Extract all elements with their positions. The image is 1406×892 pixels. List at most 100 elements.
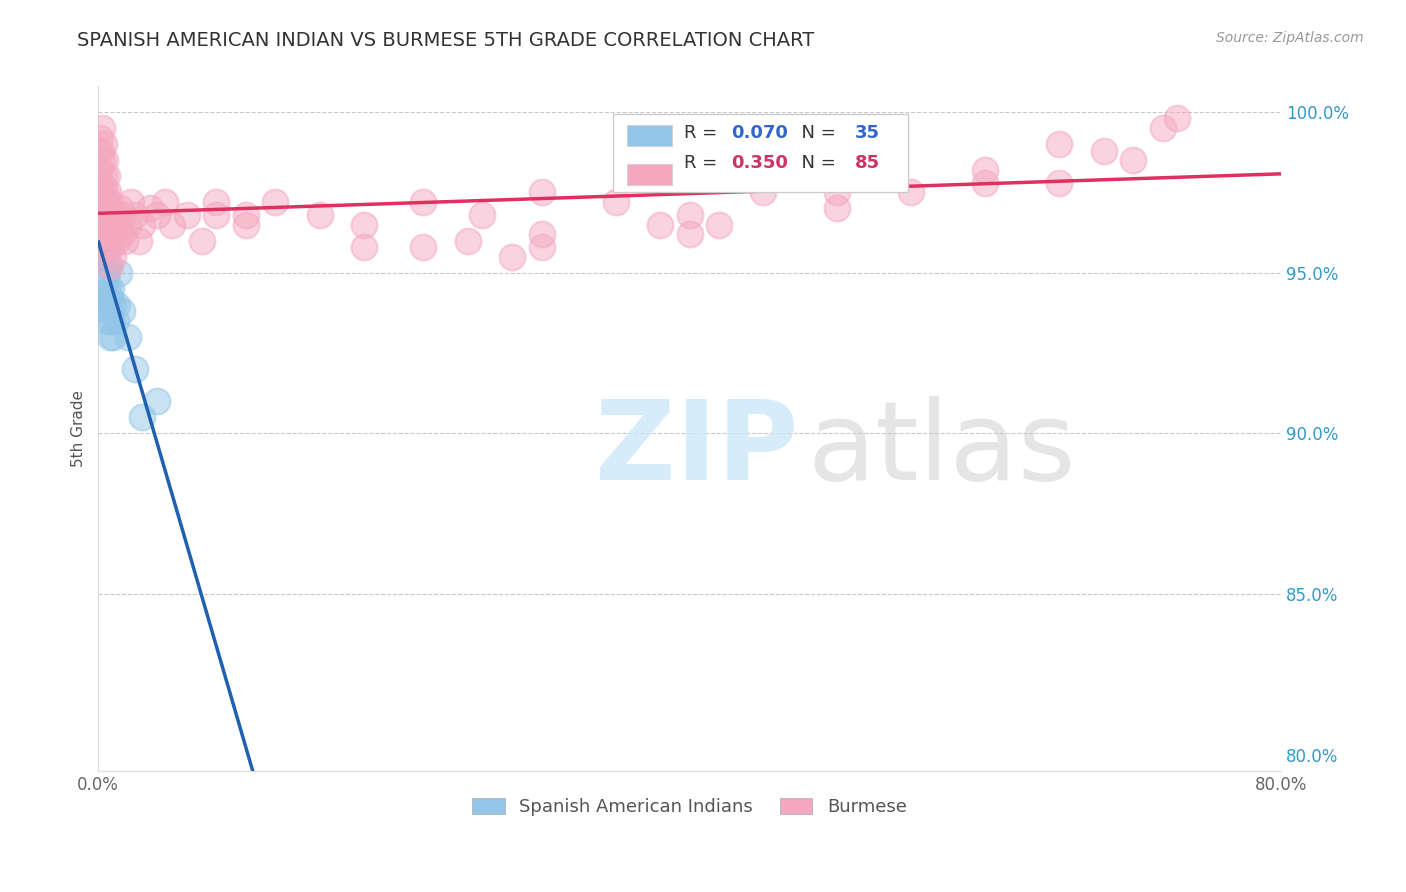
Point [89, 130, 111, 145]
Text: ZIP: ZIP [595, 395, 799, 502]
Point [827, 186, 849, 200]
Text: 0.070: 0.070 [731, 124, 787, 142]
Text: 0.350: 0.350 [731, 153, 787, 171]
Text: R =: R = [683, 124, 723, 142]
Point [308, 208, 330, 222]
Point [94, 240, 117, 254]
Point [1166, 112, 1188, 126]
Point [93, 202, 115, 216]
Point [752, 186, 775, 200]
Point [112, 208, 135, 222]
Point [117, 330, 139, 344]
Point [412, 194, 434, 209]
Point [90, 194, 112, 209]
Point [97, 208, 120, 222]
Point [94, 153, 117, 168]
Point [974, 176, 997, 190]
Point [974, 162, 997, 177]
Point [91, 218, 114, 232]
Point [190, 234, 212, 248]
Point [353, 218, 375, 232]
Point [91, 186, 114, 200]
Point [98, 260, 121, 274]
Point [105, 298, 128, 312]
Point [89, 194, 111, 209]
Point [94, 186, 117, 200]
Point [131, 218, 153, 232]
Point [530, 227, 553, 242]
FancyBboxPatch shape [613, 114, 908, 193]
Point [131, 410, 153, 425]
Point [87, 176, 110, 190]
Point [94, 208, 117, 222]
Point [176, 208, 198, 222]
Point [89, 218, 111, 232]
Point [827, 202, 849, 216]
Point [90, 176, 112, 190]
Point [94, 218, 117, 232]
Point [101, 298, 124, 312]
Point [101, 218, 124, 232]
Point [111, 227, 134, 242]
Point [100, 282, 122, 296]
Point [457, 234, 479, 248]
Point [97, 260, 120, 274]
Point [678, 227, 700, 242]
Legend: Spanish American Indians, Burmese: Spanish American Indians, Burmese [465, 790, 914, 823]
Point [91, 186, 114, 200]
Point [97, 240, 120, 254]
Point [139, 202, 162, 216]
Point [117, 218, 139, 232]
Point [110, 202, 132, 216]
Point [900, 186, 922, 200]
Text: 35: 35 [855, 124, 880, 142]
Text: N =: N = [790, 124, 842, 142]
Point [90, 144, 112, 158]
Point [235, 218, 257, 232]
Text: atlas: atlas [808, 395, 1077, 502]
Point [235, 208, 257, 222]
Point [94, 298, 117, 312]
Point [146, 208, 169, 222]
Point [1092, 144, 1115, 158]
Point [100, 314, 122, 328]
Y-axis label: 5th Grade: 5th Grade [72, 390, 86, 467]
Point [93, 137, 115, 152]
Text: 85: 85 [855, 153, 880, 171]
Point [93, 292, 115, 306]
Point [89, 250, 111, 264]
Point [605, 194, 627, 209]
Point [678, 208, 700, 222]
Point [827, 169, 849, 184]
Point [96, 266, 118, 280]
Point [104, 314, 127, 328]
Point [124, 208, 146, 222]
Point [124, 362, 146, 376]
Point [648, 218, 671, 232]
Point [1047, 137, 1070, 152]
Point [103, 227, 125, 242]
Point [87, 144, 110, 158]
Point [1047, 176, 1070, 190]
Point [105, 234, 128, 248]
Point [96, 292, 118, 306]
Point [96, 194, 118, 209]
Point [98, 227, 121, 242]
Point [97, 186, 120, 200]
Point [90, 208, 112, 222]
Point [93, 169, 115, 184]
Point [107, 218, 129, 232]
Point [101, 330, 124, 344]
Point [101, 250, 124, 264]
Point [93, 202, 115, 216]
Point [94, 240, 117, 254]
Point [1152, 121, 1174, 136]
Point [98, 292, 121, 306]
Point [205, 208, 228, 222]
Point [91, 121, 114, 136]
Point [107, 266, 129, 280]
Point [90, 234, 112, 248]
Point [98, 330, 121, 344]
Point [89, 162, 111, 177]
Point [96, 314, 118, 328]
